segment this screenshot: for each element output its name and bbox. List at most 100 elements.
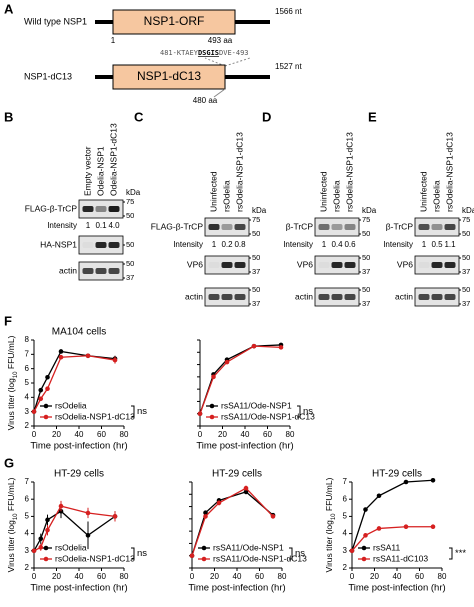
band: [95, 242, 107, 248]
nt-length: 1527 nt: [275, 62, 302, 71]
x-tick-label: 0: [190, 572, 195, 581]
legend-marker: [43, 414, 49, 420]
lane-label: rsOdelia-NSP1-dC13: [234, 132, 244, 212]
nt-length: 1566 nt: [275, 7, 302, 16]
band: [444, 262, 456, 268]
data-point: [45, 517, 50, 523]
x-tick-label: 60: [97, 430, 106, 439]
band: [95, 268, 107, 274]
kda-label: kDa: [252, 206, 267, 215]
x-tick-label: 0: [32, 572, 37, 581]
legend-marker: [209, 403, 215, 409]
blot-row: [204, 217, 250, 237]
data-point: [278, 345, 284, 350]
aa-length: 480 aa: [193, 96, 218, 105]
kda-marker: 50: [126, 240, 134, 249]
band: [431, 262, 443, 268]
significance-bracket: [131, 547, 135, 560]
legend-label: rsSA11/Ode-NSP1: [213, 542, 284, 552]
x-tick-label: 40: [233, 572, 242, 581]
legend-label: rsSA11/Ode-NSP1-dC13: [213, 553, 307, 563]
y-axis-label-part: 10: [331, 513, 337, 520]
legend-marker: [361, 556, 367, 562]
kda-marker: 50: [362, 285, 370, 294]
data-point: [189, 553, 195, 559]
y-tick-label: 3: [25, 407, 30, 416]
row-label: β-TrCP: [386, 221, 414, 231]
band: [331, 262, 343, 268]
y-axis-label-part: FFU/mL): [6, 335, 16, 371]
lane-label: Uninfected: [208, 171, 218, 212]
x-tick-label: 60: [415, 572, 424, 581]
kda-marker: 50: [462, 285, 470, 294]
construct-name: Wild type NSP1: [24, 16, 87, 26]
band: [221, 294, 233, 300]
orf-label: NSP1-dC13: [137, 69, 201, 83]
band: [208, 294, 220, 300]
data-point: [270, 514, 276, 519]
band: [444, 294, 456, 300]
intensity-label: Intensity: [383, 240, 413, 249]
chart-title: HT-29 cells: [212, 469, 262, 480]
lane-label: rsOdelia-NSP1-dC13: [444, 132, 454, 212]
blot-row: [78, 199, 124, 219]
row-label: actin: [395, 291, 413, 301]
significance: ns: [295, 548, 305, 559]
kda-marker: 75: [462, 215, 470, 224]
sequence-motif: DSGIS: [198, 49, 219, 57]
intensity-value: 4.0: [108, 221, 120, 230]
row-label: β-TrCP: [286, 221, 314, 231]
series-line: [33, 510, 116, 552]
legend-label: rsSA11/Ode-NSP1-dC13: [221, 411, 315, 421]
data-point: [38, 396, 44, 402]
x-axis-label: Time post-infection (hr): [196, 441, 293, 452]
y-axis-label: Virus titer (log10 FFU/mL): [324, 477, 336, 572]
pointer: [213, 88, 226, 98]
y-axis-label-part: 10: [13, 371, 19, 378]
panel-letter: F: [4, 313, 12, 328]
blot-row: [414, 217, 460, 237]
x-axis-label: Time post-infection (hr): [30, 583, 127, 594]
legend-marker: [43, 545, 49, 551]
band: [95, 206, 107, 212]
band: [108, 206, 120, 212]
panel-letter: A: [4, 1, 14, 16]
legend-label: rsSA11-dC103: [373, 553, 428, 563]
row-label: actin: [295, 291, 313, 301]
intensity-value: 0.4: [331, 240, 343, 249]
intensity-value: 0.2: [221, 240, 233, 249]
y-tick-label: 4: [25, 529, 30, 538]
x-tick-label: 40: [75, 430, 84, 439]
row-label: HA-NSP1: [40, 239, 77, 249]
x-tick-label: 40: [75, 572, 84, 581]
data-point: [243, 485, 249, 491]
data-point: [85, 533, 91, 538]
band: [331, 294, 343, 300]
intensity-value: 1: [322, 240, 327, 249]
legend-marker: [201, 545, 207, 551]
x-tick-label: 40: [241, 430, 250, 439]
y-axis-label-part: FFU/mL): [6, 477, 16, 513]
band: [209, 262, 220, 268]
significance-bracket: [297, 405, 301, 418]
significance-bracket: [449, 547, 453, 560]
band: [234, 262, 246, 268]
data-point: [38, 387, 44, 393]
kda-label: kDa: [462, 206, 474, 215]
kda-label: kDa: [362, 206, 377, 215]
data-point: [216, 500, 222, 506]
y-axis-label-part: FFU/mL): [324, 477, 334, 513]
band: [418, 224, 430, 230]
band: [234, 294, 246, 300]
kda-marker: 75: [126, 197, 134, 206]
construct-name: NSP1-dC13: [24, 71, 72, 81]
series-line: [351, 479, 434, 552]
intensity-label: Intensity: [47, 221, 77, 230]
intensity-value: 0.1: [95, 221, 107, 230]
row-label: VP6: [397, 259, 413, 269]
x-tick-label: 80: [120, 572, 129, 581]
data-point: [403, 479, 409, 485]
legend-label: rsOdelia-NSP1-dC13: [55, 553, 135, 563]
kda-marker: 50: [252, 285, 260, 294]
